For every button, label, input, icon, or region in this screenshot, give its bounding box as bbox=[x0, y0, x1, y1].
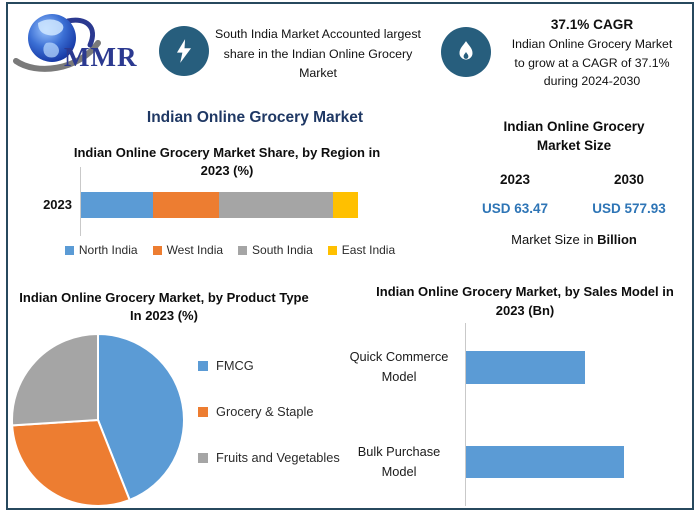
region-legend-item-south-india: South India bbox=[238, 243, 313, 257]
market-size-values: USD 63.47 USD 577.93 bbox=[458, 201, 686, 216]
market-size-year-2030: 2030 bbox=[613, 172, 645, 187]
region-stacked-bar bbox=[81, 192, 358, 218]
market-size-title-line2: Market Size bbox=[536, 138, 612, 153]
cagr-value: 37.1% CAGR bbox=[550, 17, 634, 32]
pie-legend-item-grocery-staple: Grocery & Staple bbox=[198, 404, 340, 419]
page-title: Indian Online Grocery Market bbox=[146, 109, 364, 126]
legend-label-east-india: East India bbox=[341, 243, 396, 257]
legend-swatch-north-india bbox=[64, 245, 74, 255]
market-size-value-2030: USD 577.93 bbox=[592, 201, 666, 216]
region-segment-west-india bbox=[153, 192, 220, 218]
legend-label-fruits-and-vegetables: Fruits and Vegetables bbox=[216, 450, 340, 465]
cagr-line-3: during 2024-2030 bbox=[543, 74, 641, 88]
market-size-title-line1: Indian Online Grocery bbox=[503, 119, 645, 134]
pie-legend-item-fruits-and-vegetables: Fruits and Vegetables bbox=[198, 450, 340, 465]
legend-swatch-fruits-and-vegetables bbox=[198, 452, 208, 463]
sales-bar-bulk-purchase bbox=[466, 446, 624, 478]
flame-icon bbox=[459, 41, 473, 60]
region-chart-ylabel: 2023 bbox=[43, 197, 72, 212]
legend-swatch-grocery-staple bbox=[198, 406, 208, 417]
legend-swatch-fmcg bbox=[198, 360, 208, 371]
region-chart-axis bbox=[80, 167, 81, 236]
market-size-footnote: Market Size in Billion bbox=[466, 232, 682, 247]
market-size-years: 2023 2030 bbox=[458, 172, 686, 187]
highlight-badge bbox=[159, 26, 209, 76]
region-segment-south-india bbox=[219, 192, 334, 218]
legend-label-fmcg: FMCG bbox=[216, 358, 254, 373]
cagr-line-1: Indian Online Grocery Market bbox=[511, 37, 673, 51]
cagr-badge bbox=[441, 27, 491, 77]
pie-chart-title: Indian Online Grocery Market, by Product… bbox=[19, 290, 309, 323]
legend-label-grocery-staple: Grocery & Staple bbox=[216, 404, 314, 419]
region-segment-north-india bbox=[81, 192, 154, 218]
globe-icon: MMR bbox=[13, 14, 137, 72]
pie-slice-fruits-and-vegetables bbox=[11, 332, 99, 427]
legend-label-south-india: South India bbox=[252, 243, 313, 257]
logo-text: MMR bbox=[64, 42, 137, 72]
sales-chart-axis bbox=[465, 323, 466, 506]
pie-legend: FMCG Grocery & Staple Fruits and Vegetable… bbox=[198, 358, 340, 496]
mmr-logo: MMR bbox=[12, 9, 152, 75]
sales-label-quick-commerce: Quick Commerce Model bbox=[349, 349, 449, 384]
sales-chart-title: Indian Online Grocery Market, by Sales M… bbox=[376, 284, 674, 318]
market-size-footnote-unit: Billion bbox=[597, 232, 637, 247]
region-chart-title: Indian Online Grocery Market Share, by R… bbox=[73, 145, 381, 178]
legend-swatch-west-india bbox=[152, 245, 162, 255]
cagr-block: 37.1% CAGR Indian Online Grocery Market … bbox=[495, 17, 689, 91]
legend-label-north-india: North India bbox=[78, 243, 138, 257]
legend-label-west-india: West India bbox=[166, 243, 224, 257]
pie-legend-item-fmcg: FMCG bbox=[198, 358, 340, 373]
region-legend-item-west-india: West India bbox=[152, 243, 224, 257]
legend-swatch-south-india bbox=[238, 245, 248, 255]
market-size-title: Indian Online Grocery Market Size bbox=[466, 117, 682, 155]
sales-bar-quick-commerce bbox=[466, 351, 585, 384]
region-legend: North India West India South India East Ind… bbox=[50, 243, 410, 257]
cagr-line-2: to grow at a CAGR of 37.1% bbox=[514, 55, 670, 70]
region-segment-east-india bbox=[333, 192, 358, 218]
region-legend-item-east-india: East India bbox=[327, 243, 396, 257]
pie-slice-grocery-staple bbox=[11, 418, 131, 507]
sales-label-bulk-purchase: Bulk Purchase Model bbox=[357, 444, 441, 479]
market-size-value-2023: USD 63.47 bbox=[481, 201, 549, 216]
lightning-bolt-icon bbox=[176, 39, 192, 63]
market-size-year-2023: 2023 bbox=[499, 172, 531, 187]
region-legend-item-north-india: North India bbox=[64, 243, 138, 257]
market-size-footnote-prefix: Market Size in bbox=[511, 232, 598, 247]
product-type-pie bbox=[11, 332, 185, 507]
legend-swatch-east-india bbox=[327, 245, 337, 255]
highlight-text: South India Market Accounted largest sha… bbox=[215, 27, 421, 80]
pie-slice-fmcg bbox=[97, 332, 185, 502]
